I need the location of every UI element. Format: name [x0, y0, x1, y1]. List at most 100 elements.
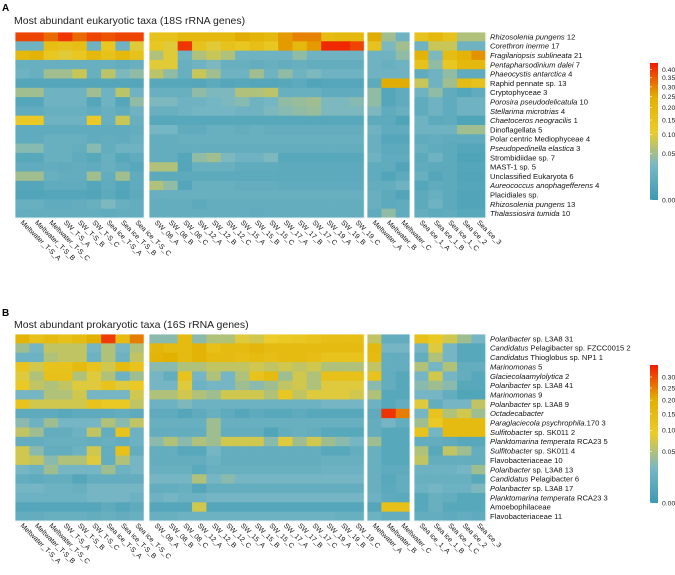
heatmap-cell [29, 162, 45, 172]
heatmap-cell [15, 134, 30, 144]
heatmap-cell [163, 362, 179, 372]
heatmap-cell [321, 32, 336, 42]
heatmap-cell [263, 362, 279, 372]
heatmap-cell [321, 446, 336, 456]
heatmap-cell [177, 455, 193, 466]
heatmap-cell [381, 334, 397, 344]
heatmap-cell [395, 180, 411, 191]
heatmap-cell [72, 352, 88, 363]
heatmap-cell [163, 180, 179, 191]
row-label-italic: Sulfitobacter [490, 447, 533, 456]
heatmap-cell [72, 41, 88, 51]
heatmap-cell [428, 352, 444, 363]
heatmap-cell [367, 143, 382, 154]
heatmap-cell [101, 492, 116, 503]
heatmap-cell [278, 199, 293, 210]
heatmap-cell [428, 208, 444, 219]
heatmap-cell [321, 50, 336, 61]
heatmap-cell [58, 455, 73, 466]
heatmap-cell [395, 380, 411, 391]
heatmap-cell [58, 69, 73, 79]
heatmap-cell [29, 455, 45, 466]
heatmap-cell [129, 208, 145, 219]
heatmap-cell [414, 125, 429, 135]
heatmap-cell [395, 446, 411, 456]
heatmap-cell [235, 427, 250, 438]
heatmap-cell [457, 134, 472, 144]
heatmap-cell [349, 50, 365, 61]
heatmap-cell [58, 152, 73, 163]
heatmap-cell [321, 97, 336, 107]
heatmap-cell [235, 78, 250, 89]
heatmap-cell [43, 502, 59, 513]
heatmap-cell [428, 343, 444, 354]
heatmap-cell [163, 371, 179, 382]
color-bar-tick-label: 0.30 [662, 84, 675, 91]
heatmap-cell [442, 69, 458, 79]
heatmap-cell [86, 418, 102, 428]
heatmap-cell [249, 511, 265, 522]
row-label-plain: sp. L3A8 17 [531, 484, 574, 493]
row-label: Rhizosolenia pungens 13 [490, 200, 575, 209]
heatmap-cell [278, 474, 293, 484]
heatmap-cell [72, 32, 88, 42]
heatmap-cell [381, 427, 397, 438]
heatmap-cell [58, 125, 73, 135]
heatmap-cell [177, 380, 193, 391]
row-label: MAST-1 sp. 5 [490, 163, 536, 172]
heatmap-cell [115, 408, 131, 419]
heatmap-cell [249, 78, 265, 89]
heatmap-cell [428, 87, 444, 98]
row-label-plain: sp. SK011 4 [532, 447, 575, 456]
heatmap-cell [58, 162, 73, 172]
heatmap-cell [163, 483, 179, 494]
heatmap-cell [381, 474, 397, 484]
heatmap-cell [457, 492, 472, 503]
heatmap-cell [321, 59, 336, 70]
heatmap-cell [58, 334, 73, 344]
heatmap-cell [321, 162, 336, 172]
row-label-plain: sp. L3A8 9 [531, 400, 569, 409]
heatmap-cell [129, 162, 145, 172]
heatmap-cell [86, 59, 102, 70]
row-label-plain: 5 [536, 362, 542, 371]
heatmap-cell [43, 69, 59, 79]
heatmap-cell [471, 474, 487, 484]
row-label-italic: Polaribacter [490, 334, 531, 343]
heatmap-cell [292, 380, 308, 391]
heatmap-cell [471, 492, 487, 503]
heatmap-cell [428, 199, 444, 210]
heatmap-cell [206, 436, 222, 447]
heatmap-cell [395, 390, 411, 400]
heatmap-cell [101, 115, 116, 126]
heatmap-cell [349, 399, 365, 410]
heatmap-cell [206, 125, 222, 135]
heatmap-cell [457, 78, 472, 89]
heatmap-cell [457, 97, 472, 107]
heatmap-cell [43, 199, 59, 210]
heatmap-cell [58, 371, 73, 382]
heatmap-cell [206, 511, 222, 522]
heatmap-cell [428, 69, 444, 79]
heatmap-cell [349, 171, 365, 182]
heatmap-cell [457, 352, 472, 363]
heatmap-cell [292, 134, 308, 144]
heatmap-cell [306, 436, 322, 447]
heatmap-cell [129, 352, 145, 363]
heatmap-cell [129, 492, 145, 503]
heatmap-cell [177, 408, 193, 419]
heatmap-cell [72, 455, 88, 466]
heatmap-cell [395, 208, 411, 219]
heatmap-cell [367, 180, 382, 191]
heatmap-cell [321, 436, 336, 447]
heatmap-cell [206, 134, 222, 144]
heatmap-cell [177, 474, 193, 484]
heatmap-cell [249, 362, 265, 372]
heatmap-cell [206, 190, 222, 200]
heatmap-cell [428, 446, 444, 456]
heatmap-cell [321, 143, 336, 154]
heatmap-cell [278, 162, 293, 172]
heatmap-cell [220, 511, 236, 522]
heatmap-cell [335, 190, 351, 200]
heatmap-cell [278, 492, 293, 503]
